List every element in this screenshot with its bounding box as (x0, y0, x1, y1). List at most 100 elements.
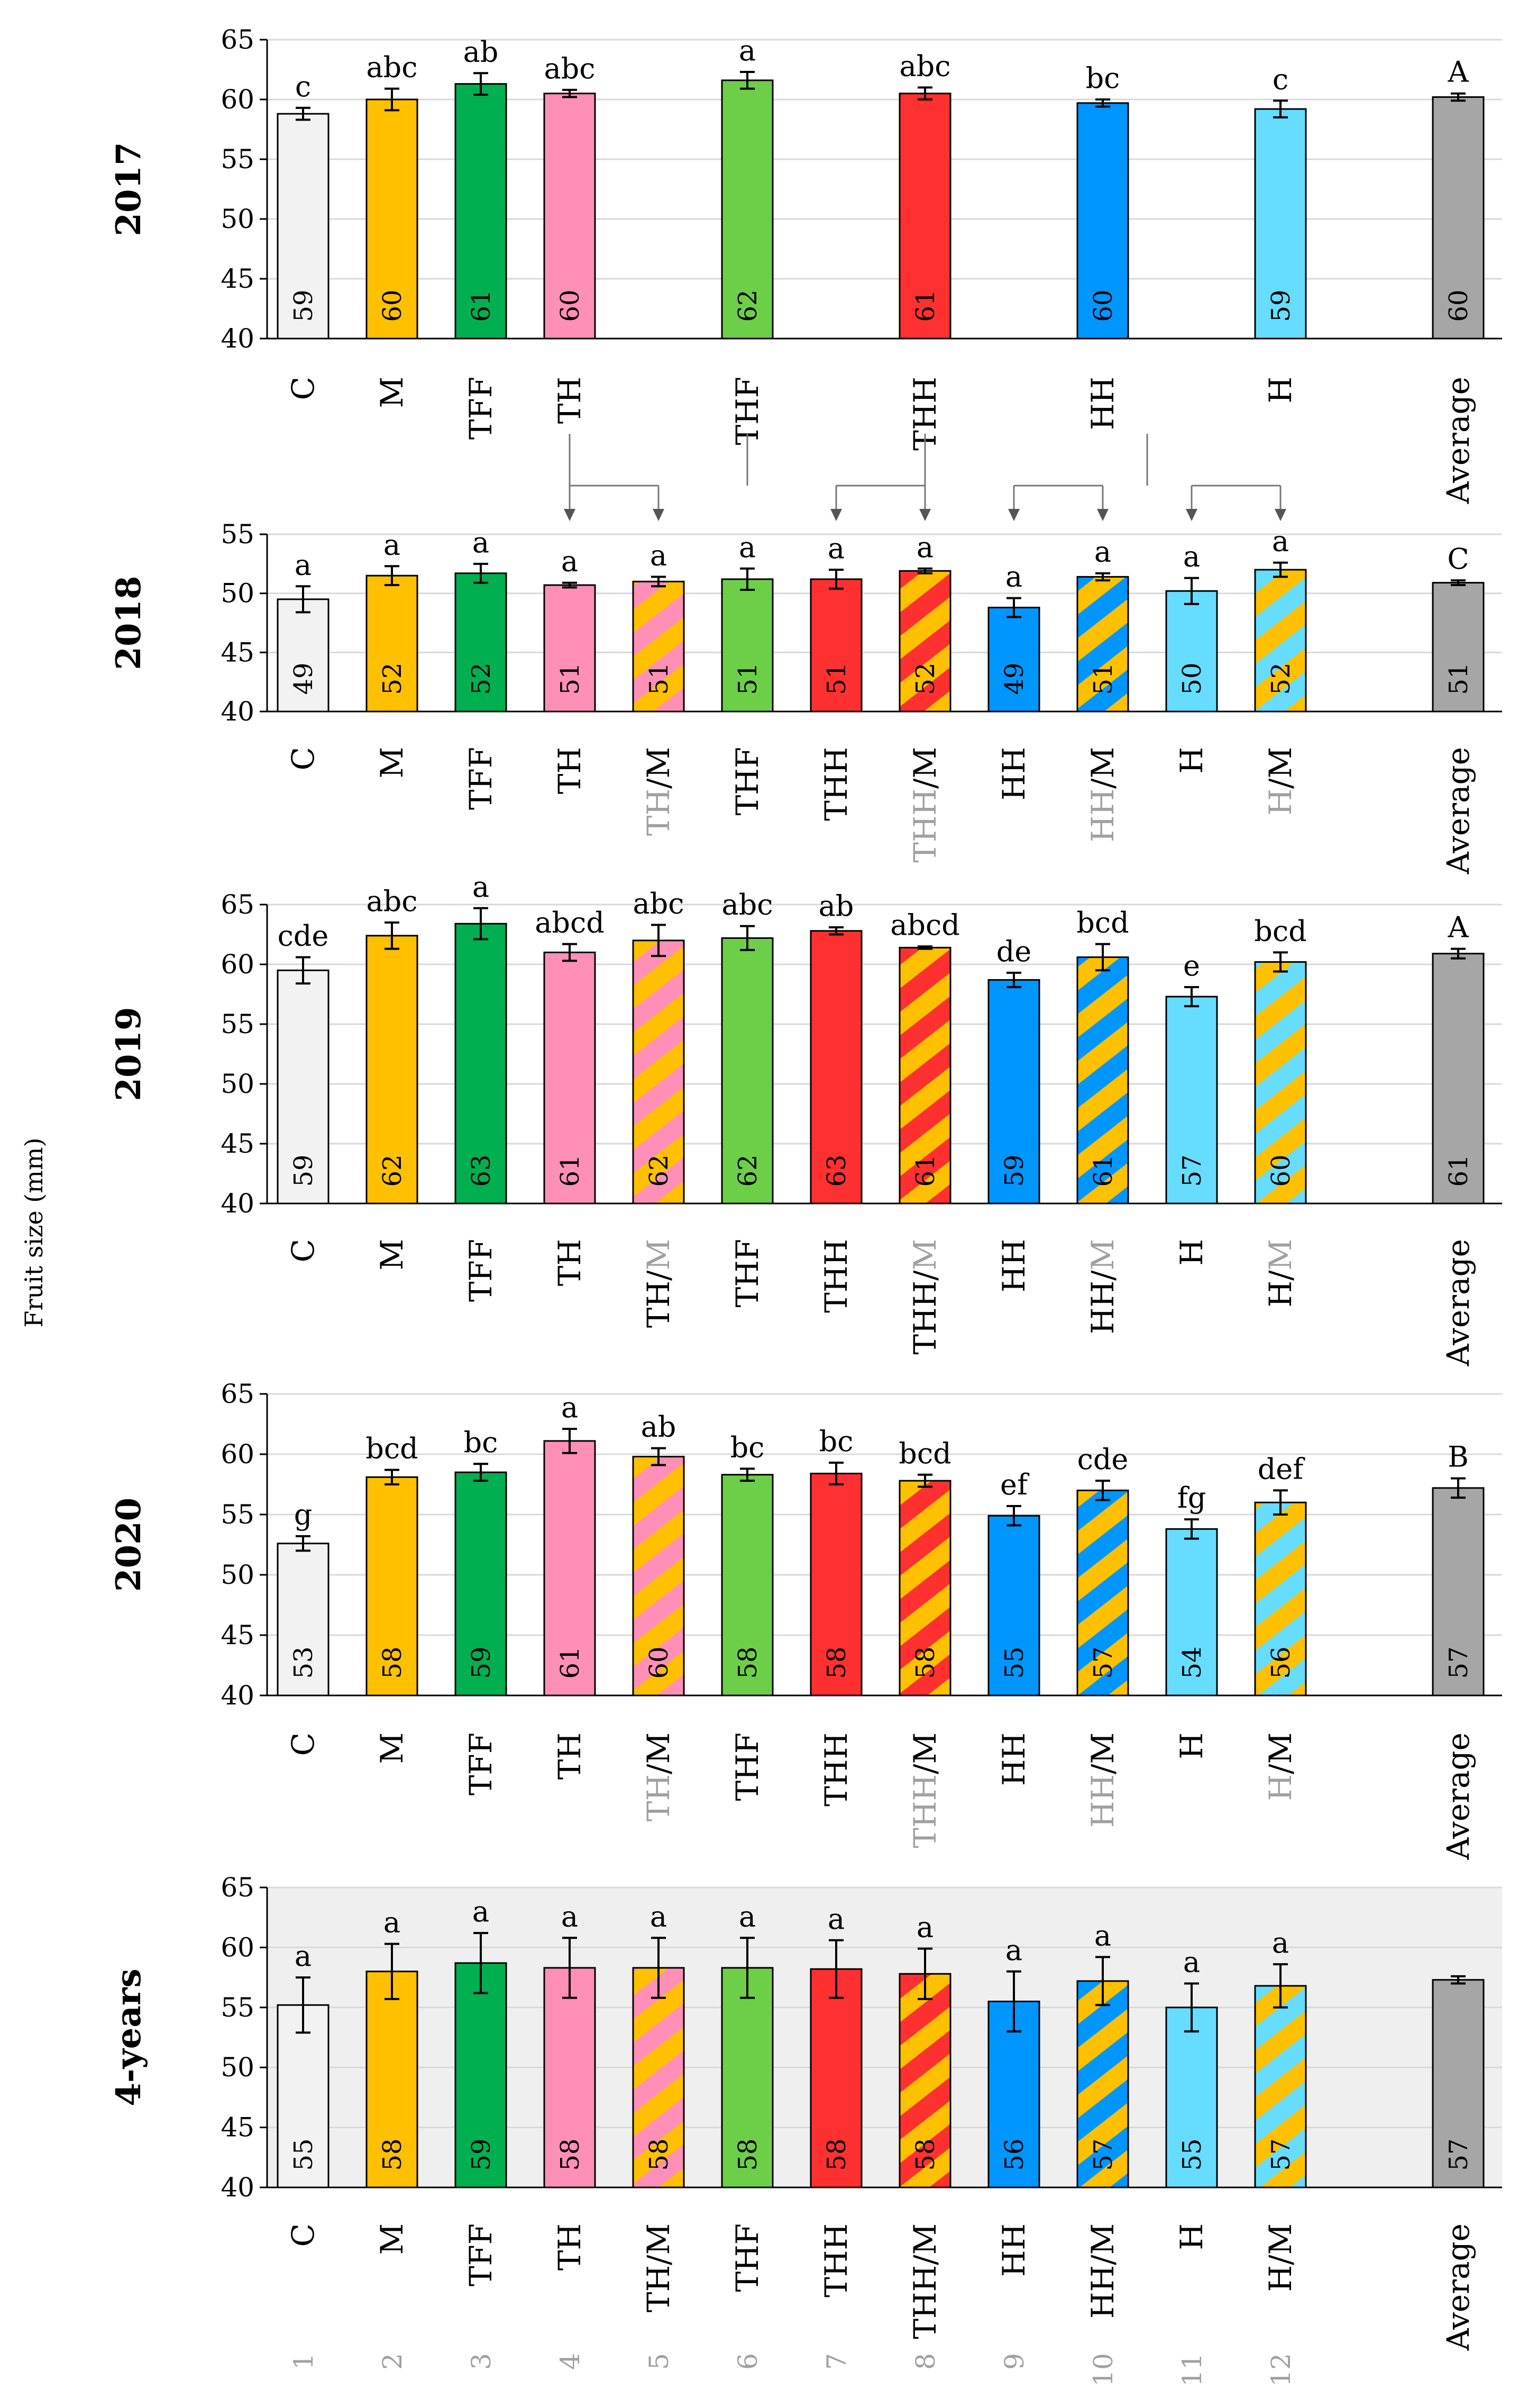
y-tick-label: 45 (221, 1620, 254, 1650)
label-part: H (1262, 377, 1298, 404)
bar-value-label: 59 (289, 289, 318, 322)
label-part: H (1174, 1732, 1210, 1759)
bar-value-label: 55 (289, 2138, 318, 2170)
bar-value-label: 51 (1444, 662, 1474, 695)
y-tick-label: 55 (221, 1009, 254, 1039)
category-label-C: C (285, 1732, 321, 1756)
category-label-TH/M: TH/M (641, 1732, 676, 1821)
label-part: HH (996, 2223, 1032, 2277)
category-label-TH: TH (552, 2223, 588, 2270)
bar-value-label: 57 (1088, 1646, 1118, 1679)
category-label-THF: THF (729, 377, 765, 445)
bar-TH (543, 951, 596, 1205)
significance-letter: a (561, 545, 578, 578)
bar-index-6: 6 (733, 2353, 763, 2370)
bar-value-label: 51 (822, 662, 852, 695)
bar-value-label: 57 (1266, 2138, 1296, 2170)
category-label-C: C (285, 1239, 321, 1262)
category-label-Average: Average (1440, 377, 1476, 504)
category-label-H: H (1174, 747, 1210, 774)
label-part: HH (1085, 1774, 1121, 1828)
split-arrow-H (1146, 434, 1286, 521)
category-label-TH/M: TH/M (641, 747, 676, 836)
bar-value-label: 52 (1266, 662, 1296, 695)
bar-value-label: 54 (1177, 1646, 1207, 1679)
significance-letter: bc (464, 1426, 498, 1459)
bar-value-label: 60 (1266, 1154, 1296, 1187)
bar-value-label: 51 (733, 662, 763, 695)
bar-THH (810, 930, 863, 1205)
bar-THF (721, 1474, 774, 1696)
significance-letter: a (739, 34, 756, 67)
bar-value-label: 63 (466, 1154, 496, 1187)
label-part: TH (641, 1774, 676, 1821)
label-part: /M (907, 747, 943, 789)
y-tick-label: 65 (221, 1379, 254, 1409)
label-part: H/ (1262, 1270, 1298, 1308)
significance-letter: ef (1000, 1468, 1030, 1501)
bar-value-label: 58 (911, 1646, 940, 1679)
bar-value-label: 61 (911, 289, 940, 322)
category-label-TH/M: TH/M (641, 1239, 676, 1328)
label-part: TH/M (641, 2223, 676, 2312)
bar-H/M (1254, 961, 1307, 1205)
label-part: Average (1440, 1732, 1476, 1860)
label-part: C (285, 1732, 321, 1756)
label-part: THF (729, 747, 765, 816)
bar-value-label: 52 (466, 662, 496, 695)
category-label-THH/M: THH/M (907, 1239, 943, 1355)
significance-letter: a (472, 526, 489, 559)
significance-letter: abc (899, 49, 950, 83)
category-label-THH: THH (818, 1732, 854, 1807)
bar-value-label: 50 (1177, 662, 1207, 695)
arrow-head (1097, 509, 1109, 521)
label-part: HH (1085, 789, 1121, 842)
label-part: THF (729, 1732, 765, 1801)
significance-letter: a (917, 531, 934, 564)
bar-index-2: 2 (377, 2353, 408, 2370)
label-part: THH/M (907, 2223, 943, 2339)
significance-letter: abc (721, 888, 773, 922)
bar-C (277, 2004, 330, 2188)
category-label-H: H (1174, 2223, 1210, 2250)
bar-THF (721, 79, 774, 340)
label-part: TH (552, 1732, 588, 1780)
significance-letter: cde (278, 919, 329, 952)
bar-index-1: 1 (288, 2353, 319, 2370)
bar-THH (899, 93, 951, 340)
significance-letter: ab (819, 889, 854, 923)
bar-value-label: 60 (378, 289, 407, 322)
bar-index-8: 8 (910, 2353, 941, 2370)
bar-value-label: 62 (733, 1154, 763, 1187)
category-label-C: C (285, 747, 321, 770)
bar-HH (987, 606, 1040, 713)
bar-index-9: 9 (999, 2353, 1030, 2370)
category-label-THH/M: THH/M (907, 2223, 943, 2339)
bar-index-5: 5 (644, 2353, 674, 2370)
label-part: H/M (1262, 2223, 1298, 2292)
significance-letter: bcd (365, 1432, 418, 1465)
split-arrow-THH (746, 434, 931, 521)
label-part: /M (641, 747, 676, 789)
label-part: Average (1440, 377, 1476, 504)
significance-letter: ab (641, 1410, 676, 1444)
bar-value-label: 57 (1444, 1646, 1474, 1679)
y-tick-label: 55 (221, 144, 254, 175)
y-tick-label: 55 (221, 519, 254, 550)
label-part: TFF (463, 377, 499, 440)
category-label-TFF: TFF (463, 747, 499, 810)
label-part: C (285, 1239, 321, 1262)
bar-value-label: 59 (1000, 1154, 1029, 1187)
bar-value-label: 58 (733, 1646, 763, 1679)
label-part: /M (1262, 1732, 1298, 1774)
bar-value-label: 62 (378, 1154, 407, 1187)
bar-index-12: 12 (1266, 2353, 1296, 2387)
bar-value-label: 58 (644, 2138, 674, 2170)
significance-letter: a (739, 531, 756, 564)
significance-letter: abcd (535, 906, 605, 940)
category-label-HH/M: HH/M (1085, 1732, 1121, 1828)
label-part: HH/M (1085, 2223, 1121, 2319)
panel-2017: 4045505560652017c59Cabc60Mab61TFFabc60TH… (109, 24, 1502, 504)
significance-letter: a (1183, 540, 1200, 573)
bar-value-label: 58 (911, 2138, 940, 2170)
